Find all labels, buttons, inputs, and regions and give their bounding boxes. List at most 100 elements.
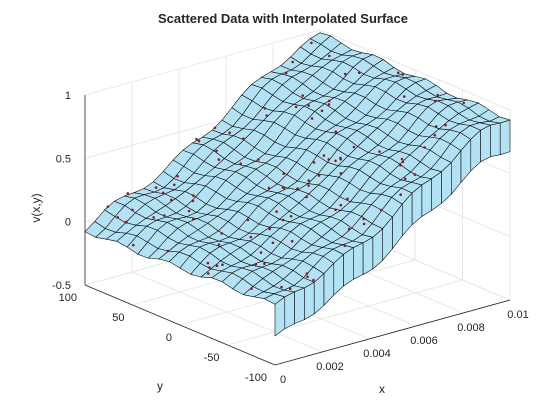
surface-skirt — [431, 171, 442, 211]
data-point — [263, 262, 266, 266]
z-tick-label: 0 — [65, 217, 71, 229]
data-point — [378, 150, 381, 153]
x-tick-label: 0 — [280, 374, 286, 386]
x-axis-line — [274, 299, 511, 366]
data-point — [197, 139, 201, 143]
data-point — [396, 71, 400, 75]
y-axis-line — [84, 284, 276, 366]
data-point — [362, 217, 366, 221]
data-point — [402, 95, 406, 98]
data-point — [215, 264, 219, 268]
data-point — [400, 157, 404, 161]
data-point — [126, 192, 130, 195]
data-point — [152, 216, 155, 219]
data-point — [317, 174, 321, 177]
data-point — [307, 104, 310, 107]
data-point — [213, 126, 217, 130]
surface-skirt — [353, 242, 364, 280]
data-point — [322, 154, 326, 157]
data-point — [343, 72, 347, 76]
data-point — [282, 186, 286, 190]
data-point — [208, 266, 211, 269]
surface-skirt — [421, 178, 432, 217]
data-point — [221, 263, 224, 267]
data-point — [154, 186, 158, 189]
data-point — [275, 210, 278, 213]
data-point — [346, 197, 349, 201]
data-point — [291, 60, 295, 64]
tick-labels: 0 0.002 0.004 0.006 0.008 0.01 -100 -50 0 50 100-0… — [52, 90, 529, 386]
y-tick-label: 100 — [59, 292, 77, 304]
data-point — [249, 235, 253, 239]
data-point — [403, 177, 407, 181]
data-point — [187, 209, 191, 213]
data-point — [207, 272, 210, 275]
data-point — [161, 191, 165, 195]
data-point — [399, 193, 403, 196]
x-axis-label: x — [379, 382, 385, 396]
data-point — [169, 198, 173, 202]
y-tick-label: -50 — [204, 352, 220, 364]
data-point — [116, 216, 119, 219]
data-point — [310, 117, 314, 120]
data-point — [328, 99, 331, 103]
x-tick-label: 0.004 — [363, 348, 391, 360]
data-point — [352, 145, 356, 149]
data-point — [462, 101, 466, 105]
surface-skirt — [304, 281, 315, 321]
x-tick-label: 0.002 — [316, 361, 344, 373]
data-point — [401, 160, 405, 163]
data-point — [306, 275, 309, 279]
data-point — [131, 208, 134, 212]
data-point — [290, 239, 294, 243]
data-point — [271, 241, 275, 245]
data-point — [267, 186, 271, 190]
z-tick-label: 1 — [65, 90, 71, 102]
z-tick-label: 0.5 — [56, 153, 71, 165]
data-point — [239, 162, 242, 165]
data-point — [362, 222, 366, 226]
surface-skirt — [490, 122, 501, 158]
data-point — [246, 218, 250, 222]
data-point — [401, 73, 405, 76]
data-point — [265, 114, 269, 117]
data-point — [242, 137, 245, 140]
data-point — [280, 285, 283, 289]
data-point — [334, 159, 337, 163]
floor-gridline — [227, 279, 463, 346]
data-point — [250, 287, 253, 290]
data-point — [320, 109, 324, 113]
data-point — [289, 215, 293, 218]
surface-skirt — [499, 119, 511, 156]
x-tick-label: 0.01 — [507, 309, 528, 321]
chart-title: Scattered Data with Interpolated Surface — [158, 11, 408, 26]
data-point — [282, 172, 286, 175]
data-point — [215, 149, 218, 153]
y-tick-label: 0 — [166, 332, 172, 344]
surface-skirt — [343, 247, 354, 287]
data-point — [263, 107, 267, 110]
surface-skirt — [480, 124, 491, 163]
data-point — [296, 187, 299, 190]
data-point — [347, 227, 351, 231]
data-point — [339, 172, 343, 175]
data-point — [259, 251, 263, 254]
data-point — [106, 205, 110, 208]
surface-skirt — [284, 291, 295, 330]
data-point — [257, 158, 260, 161]
data-point — [423, 146, 426, 149]
data-point — [334, 208, 337, 211]
data-point — [307, 184, 310, 187]
data-point — [191, 199, 195, 203]
data-point — [444, 123, 447, 127]
data-point — [124, 221, 127, 224]
data-point — [217, 243, 221, 246]
data-point — [307, 179, 311, 182]
data-point — [195, 137, 198, 141]
data-point — [220, 232, 224, 235]
data-point — [339, 203, 343, 207]
scatter-points — [106, 41, 466, 291]
surface-skirt — [362, 236, 374, 275]
data-point — [357, 71, 361, 74]
